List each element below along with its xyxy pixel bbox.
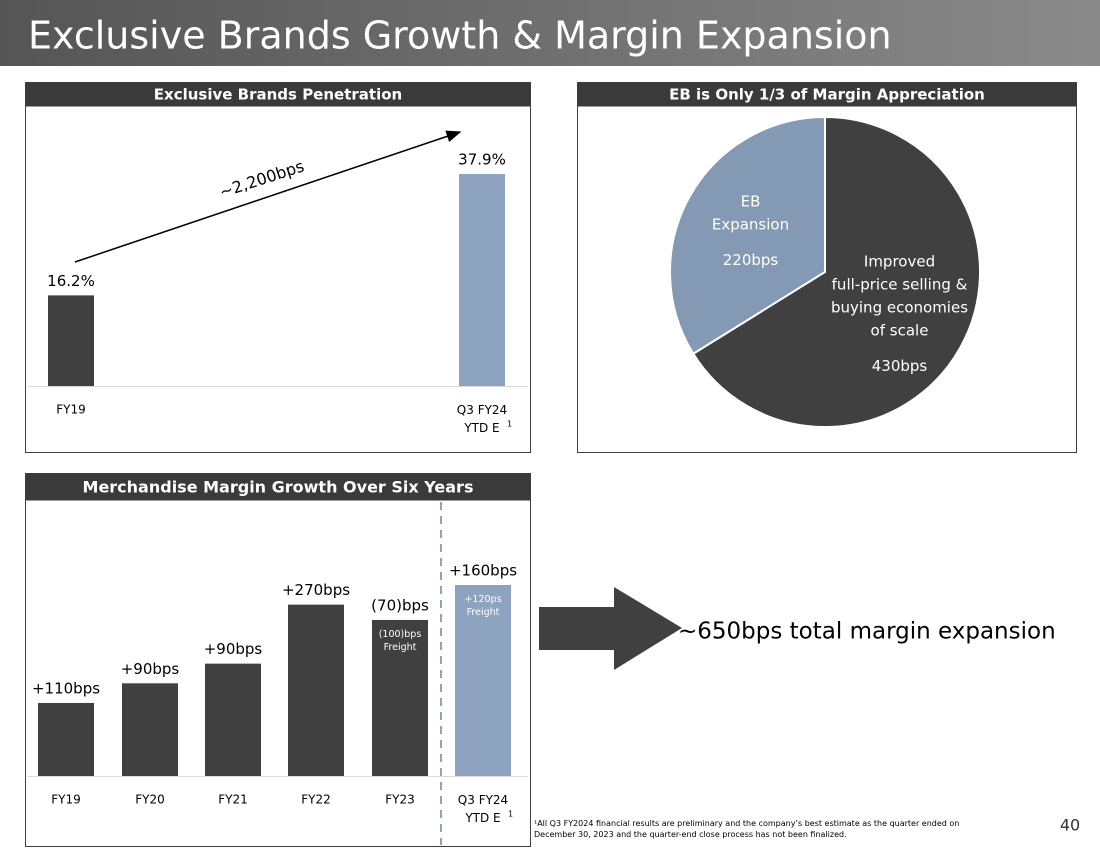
header-bar <box>0 0 1100 66</box>
page-number: 40 <box>1060 816 1080 835</box>
value-label: (70)bps <box>371 596 429 614</box>
x-tick-label: Q3 FY24 YTD E <box>457 403 507 435</box>
x-tick-label: FY19 <box>56 403 86 417</box>
inner-label: (100)bps Freight <box>379 628 422 652</box>
bar <box>372 619 428 776</box>
bar <box>205 663 261 776</box>
x-tick-label: FY23 <box>385 793 415 807</box>
panel-title: Exclusive Brands Penetration <box>154 86 402 104</box>
slice-label: EB Expansion <box>712 192 789 233</box>
panel <box>25 82 531 453</box>
panel-title: Merchandise Margin Growth Over Six Years <box>83 478 474 497</box>
bar <box>288 604 344 776</box>
block-arrow <box>539 587 682 670</box>
bar <box>459 174 505 386</box>
value-label: 16.2% <box>47 272 95 290</box>
x-tick-label: FY19 <box>51 793 81 807</box>
slide-title: Exclusive Brands Growth & Margin Expansi… <box>28 14 892 58</box>
pie-slice <box>691 115 981 428</box>
value-label: +90bps <box>204 640 263 658</box>
x-tick-label: FY21 <box>218 793 248 807</box>
panel-header <box>577 82 1077 107</box>
value-label: +270bps <box>282 581 350 599</box>
inner-label: +120ps Freight <box>464 594 501 618</box>
value-label: +160bps <box>449 562 517 580</box>
x-tick-label: Q3 FY24 YTD E <box>458 793 508 825</box>
bar <box>38 702 94 776</box>
panel-header <box>25 473 531 501</box>
footnote-mark: 1 <box>508 810 513 819</box>
footnote: ¹All Q3 FY2024 financial results are pre… <box>534 819 959 839</box>
bar <box>122 683 178 776</box>
value-label: +110bps <box>32 679 100 697</box>
value-label: +90bps <box>121 660 180 678</box>
x-tick-label: FY20 <box>135 793 165 807</box>
slice-label: Improved full-price selling & buying econo… <box>831 252 968 339</box>
footnote-mark: 1 <box>507 420 512 429</box>
bar <box>48 295 94 386</box>
pie-slice <box>669 115 826 356</box>
callout: ~650bps total margin expansion <box>678 619 1056 645</box>
x-tick-label: FY22 <box>301 793 331 807</box>
panel-title: EB is Only 1/3 of Margin Appreciation <box>669 86 985 104</box>
growth-arrow <box>74 130 462 263</box>
panel <box>25 473 531 847</box>
bar <box>455 585 511 776</box>
panel-header <box>25 82 531 107</box>
value-label: 37.9% <box>458 151 506 169</box>
slice-value: 430bps <box>872 357 928 375</box>
slice-value: 220bps <box>723 251 779 269</box>
